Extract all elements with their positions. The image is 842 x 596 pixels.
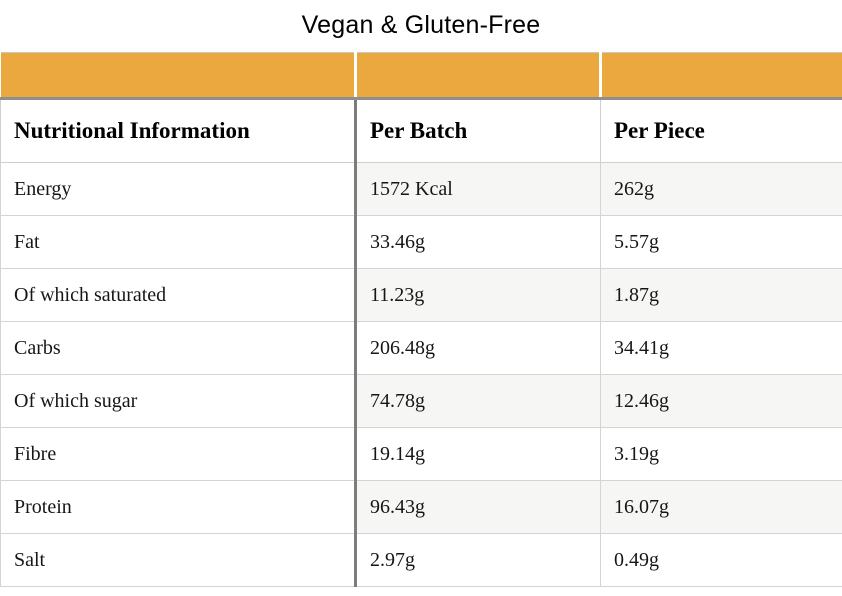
per-piece-value: 34.41g [600,321,842,375]
per-piece-value: 0.49g [600,533,842,587]
col-header-per-batch: Per Batch [355,98,601,163]
row-label: Carbs [0,321,357,375]
table-body: Energy 1572 Kcal 262g Fat 33.46g 5.57g Of whic… [0,162,842,587]
table-row: Of which sugar 74.78g 12.46g [0,374,842,428]
page-title: Vegan & Gluten-Free [301,11,541,39]
per-piece-value: 16.07g [600,480,842,534]
row-label: Energy [0,162,357,216]
col-header-nutritional-information: Nutritional Information [0,98,357,163]
per-piece-value: 1.87g [600,268,842,322]
per-batch-value: 2.97g [355,533,601,587]
band-cell [355,52,602,100]
per-piece-value: 3.19g [600,427,842,481]
per-piece-value: 262g [600,162,842,216]
row-label: Fibre [0,427,357,481]
header-row: Nutritional Information Per Batch Per Pi… [0,98,842,163]
col-header-per-piece: Per Piece [600,98,842,163]
per-piece-value: 12.46g [600,374,842,428]
nutrition-table: Nutritional Information Per Batch Per Pi… [0,52,842,587]
orange-band-row [0,52,842,100]
row-label: Salt [0,533,357,587]
table-row: Carbs 206.48g 34.41g [0,321,842,375]
per-batch-value: 19.14g [355,427,601,481]
per-batch-value: 11.23g [355,268,601,322]
table-row: Fibre 19.14g 3.19g [0,427,842,481]
table-row: Protein 96.43g 16.07g [0,480,842,534]
per-piece-value: 5.57g [600,215,842,269]
per-batch-value: 96.43g [355,480,601,534]
per-batch-value: 206.48g [355,321,601,375]
per-batch-value: 74.78g [355,374,601,428]
row-label: Protein [0,480,357,534]
row-label: Of which sugar [0,374,357,428]
band-cell [600,52,842,100]
row-label: Fat [0,215,357,269]
table-row: Salt 2.97g 0.49g [0,533,842,587]
row-label: Of which saturated [0,268,357,322]
table-row: Of which saturated 11.23g 1.87g [0,268,842,322]
per-batch-value: 33.46g [355,215,601,269]
table-row: Fat 33.46g 5.57g [0,215,842,269]
per-batch-value: 1572 Kcal [355,162,601,216]
table-row: Energy 1572 Kcal 262g [0,162,842,216]
band-cell [0,52,357,100]
